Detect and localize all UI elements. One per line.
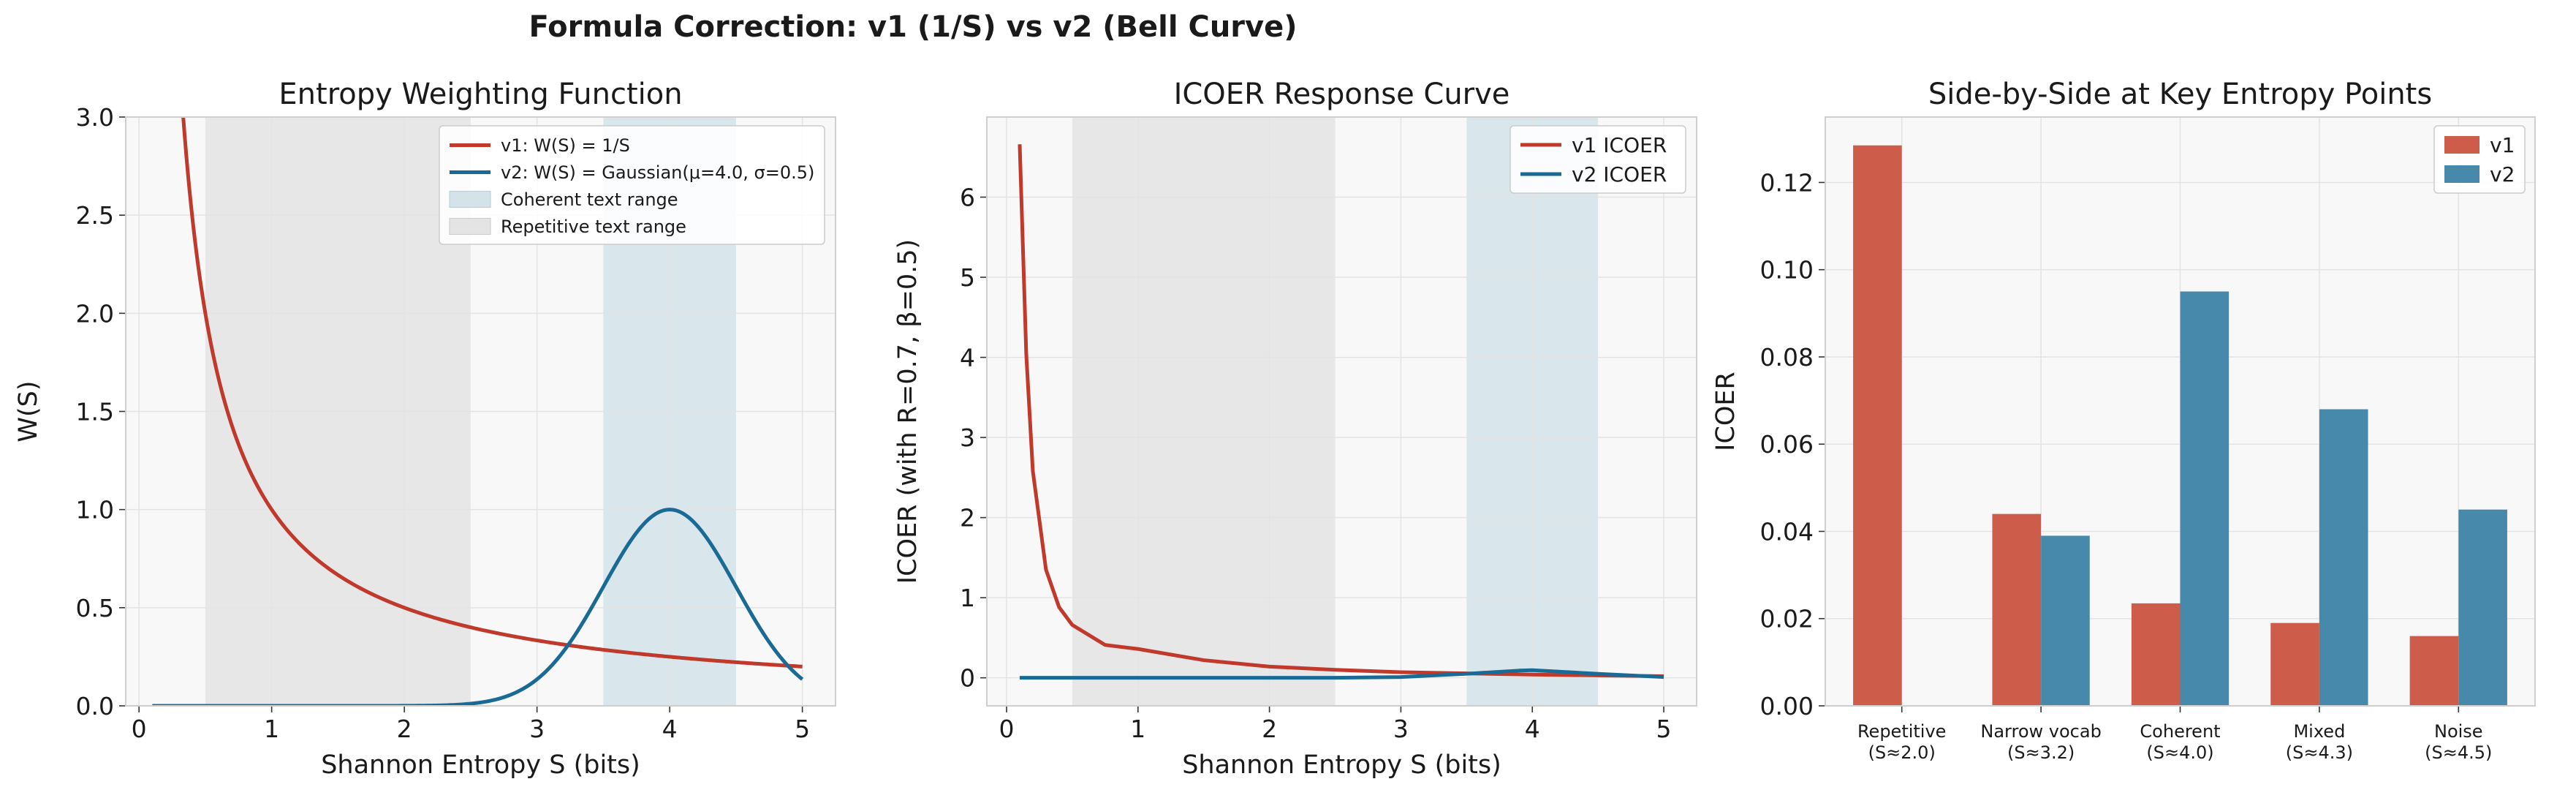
legend-swatch-v2 (2444, 165, 2480, 183)
legend-swatch-coherent (449, 190, 491, 208)
chart-title: Side-by-Side at Key Entropy Points (1928, 78, 2432, 111)
x-tick-label: 2 (1262, 715, 1277, 743)
v2-bar (2180, 291, 2230, 706)
legend-label-v2: v2 (2490, 162, 2515, 187)
y-tick-label: 0.12 (1760, 168, 1814, 197)
category-label: Coherent (2140, 721, 2220, 742)
v1-bar (2131, 603, 2181, 706)
v1-series-line (181, 117, 803, 669)
v2-bar (2319, 409, 2368, 706)
legend-swatch-repetitive (449, 217, 491, 236)
x-tick-label: 3 (1393, 715, 1409, 743)
v1-bar (1853, 145, 1902, 706)
y-tick-label: 0.08 (1760, 343, 1814, 372)
x-tick-label: 2 (397, 715, 412, 743)
x-tick-label: 4 (662, 715, 678, 743)
legend-label-v1: v1 ICOER (1572, 133, 1667, 157)
y-tick-label: 1 (960, 584, 975, 612)
v2-series-line (152, 508, 804, 706)
axes-frame (986, 116, 1697, 707)
y-tick-label: 0.0 (76, 692, 114, 720)
v1-bar (1992, 513, 2042, 706)
y-axis-label: W(S) (14, 380, 43, 442)
category-label: Mixed (2293, 721, 2345, 742)
figure-suptitle: Formula Correction: v1 (1/S) vs v2 (Bell… (529, 10, 1297, 44)
legend-label-v2: v2: W(S) = Gaussian(μ=4.0, σ=0.5) (501, 162, 814, 183)
legend-label-v2: v2 ICOER (1572, 162, 1667, 187)
axes-frame (125, 116, 836, 707)
x-axis-label: Shannon Entropy S (bits) (1182, 750, 1501, 780)
chart-title: ICOER Response Curve (1174, 78, 1510, 111)
panel-entropy-weighting: Entropy Weighting Function 0.0 0.5 1.0 1.5 2.… (14, 78, 836, 780)
x-tick-label: 5 (1656, 715, 1672, 743)
category-label: Repetitive (1857, 721, 1947, 742)
y-axis-label: ICOER (with R=0.7, β=0.5) (893, 239, 923, 584)
x-tick-label: 1 (264, 715, 279, 743)
y-tick-label: 6 (960, 184, 975, 212)
y-tick-label: 0.04 (1760, 517, 1814, 546)
legend-box (1509, 125, 1686, 194)
v1-series-line (1018, 144, 1664, 678)
category-sublabel: (S≈2.0) (1868, 742, 1936, 763)
y-tick-label: 1.0 (76, 496, 114, 524)
y-tick-label: 0 (960, 664, 975, 693)
category-sublabel: (S≈4.3) (2286, 742, 2353, 763)
category-label: Noise (2434, 721, 2483, 742)
x-axis-label: Shannon Entropy S (bits) (321, 750, 640, 780)
y-tick-label: 5 (960, 263, 975, 292)
y-axis-label: ICOER (1711, 372, 1740, 451)
axes-frame (1825, 116, 2536, 707)
y-tick-label: 0.06 (1760, 430, 1814, 459)
y-tick-label: 3 (960, 424, 975, 452)
v1-bar (2409, 636, 2459, 706)
legend-box (439, 125, 825, 245)
category-label: Narrow vocab (1980, 721, 2101, 742)
category-sublabel: (S≈4.0) (2146, 742, 2213, 763)
category-sublabel: (S≈4.5) (2425, 742, 2492, 763)
legend-label-v1: v1 (2490, 133, 2515, 157)
y-tick-label: 1.5 (76, 398, 114, 426)
v1-bar (2270, 622, 2319, 706)
y-tick-label: 2.0 (76, 299, 114, 328)
y-tick-label: 3.0 (76, 103, 114, 132)
repetitive-range-band (1072, 117, 1336, 706)
panel-icoer-response: ICOER Response Curve 0 1 2 3 4 5 6 ICOER (with R… (893, 78, 1697, 780)
y-tick-label: 2 (960, 504, 975, 532)
x-tick-label: 0 (132, 715, 147, 743)
v2-series-line (1019, 668, 1664, 680)
x-tick-label: 5 (795, 715, 810, 743)
v2-bar (2458, 509, 2507, 706)
y-tick-label: 0.00 (1760, 692, 1814, 720)
y-tick-label: 0.02 (1760, 605, 1814, 633)
y-tick-label: 0.10 (1760, 256, 1814, 285)
legend-swatch-v1 (2444, 136, 2480, 154)
legend-label-v1: v1: W(S) = 1/S (501, 135, 630, 156)
chart-title: Entropy Weighting Function (279, 78, 682, 111)
y-tick-label: 2.5 (76, 201, 114, 230)
x-tick-label: 0 (999, 715, 1014, 743)
x-tick-label: 3 (529, 715, 545, 743)
x-tick-label: 1 (1130, 715, 1145, 743)
y-tick-label: 4 (960, 344, 975, 372)
v2-bar (2041, 535, 2090, 706)
legend-label-coherent: Coherent text range (501, 189, 678, 210)
legend-label-repetitive: Repetitive text range (501, 217, 686, 237)
panel-side-by-side: Side-by-Side at Key Entropy Points 0.00 0.… (1711, 78, 2536, 763)
y-tick-label: 0.5 (76, 594, 114, 622)
x-tick-label: 4 (1525, 715, 1540, 743)
category-sublabel: (S≈3.2) (2007, 742, 2075, 763)
